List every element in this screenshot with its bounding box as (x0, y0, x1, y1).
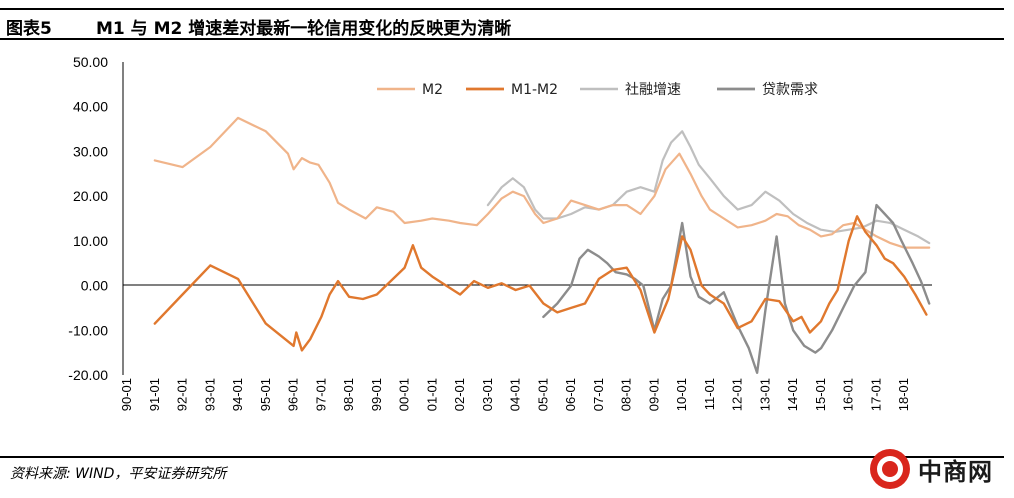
figure-label: 图表5 (6, 19, 52, 39)
x-tick-label: 97-01 (313, 378, 328, 411)
x-tick-label: 93-01 (202, 378, 217, 411)
legend-label: 社融增速 (625, 82, 681, 98)
y-tick-labels: 50.00 40.00 30.00 20.00 10.00 0.00 -10.00 -20.0… (68, 54, 108, 383)
x-tick-label: 05-01 (535, 378, 550, 411)
y-tick-label: 40.00 (73, 99, 108, 115)
watermark: 中商网 (866, 446, 1004, 492)
y-tick-label: -20.00 (68, 367, 108, 383)
series-line-m1-m2 (153, 215, 928, 352)
x-tick-label: 18-01 (896, 378, 911, 411)
x-tick-label: 03-01 (480, 378, 495, 411)
legend: M2 M1-M2 社融增速 贷款需求 (377, 82, 818, 98)
x-tick-label: 01-01 (424, 378, 439, 411)
x-tick-label: 04-01 (508, 378, 523, 411)
x-tick-label: 90-01 (119, 378, 134, 411)
y-tick-label: 0.00 (81, 278, 108, 294)
series-line-loan-demand (542, 203, 931, 374)
y-tick-label: 30.00 (73, 143, 108, 159)
y-tick-label: 50.00 (73, 54, 108, 70)
x-tick-label: 15-01 (813, 378, 828, 411)
x-tick-label: 98-01 (341, 378, 356, 411)
x-tick-label: 09-01 (646, 378, 661, 411)
x-tick-label: 14-01 (785, 378, 800, 411)
watermark-text: 中商网 (918, 458, 993, 486)
x-tick-label: 07-01 (591, 378, 606, 411)
source-note: 资料来源: WIND，平安证券研究所 (10, 466, 227, 482)
x-tick-label: 17-01 (868, 378, 883, 411)
y-tick-label: 20.00 (73, 188, 108, 204)
x-tick-label: 12-01 (730, 378, 745, 411)
x-tick-label: 08-01 (619, 378, 634, 411)
legend-label: M1-M2 (511, 82, 558, 98)
y-tick-label: -10.00 (68, 322, 108, 338)
x-tick-label: 16-01 (841, 378, 856, 411)
line-chart: 50.00 40.00 30.00 20.00 10.00 0.00 -10.00 -20.0… (68, 54, 932, 411)
legend-label: M2 (422, 82, 443, 98)
x-tick-label: 06-01 (563, 378, 578, 411)
x-tick-label: 95-01 (258, 378, 273, 411)
x-tick-label: 99-01 (369, 378, 384, 411)
x-tick-label: 92-01 (175, 378, 190, 411)
x-tick-label: 96-01 (286, 378, 301, 411)
x-tick-label: 91-01 (147, 378, 162, 411)
x-tick-label: 11-01 (702, 378, 717, 410)
x-tick-label: 13-01 (757, 378, 772, 411)
figure-title: M1 与 M2 增速差对最新一轮信用变化的反映更为清晰 (96, 19, 512, 39)
x-tick-label: 00-01 (397, 378, 412, 411)
series-line-m2 (153, 116, 931, 249)
legend-label: 贷款需求 (762, 82, 818, 98)
footer-rule (0, 456, 1004, 458)
figure-header: 图表5 M1 与 M2 增速差对最新一轮信用变化的反映更为清晰 (0, 8, 1004, 40)
x-tick-label: 10-01 (674, 378, 689, 411)
watermark-logo-icon (870, 449, 910, 489)
x-tick-label: 94-01 (230, 378, 245, 411)
series-lines (153, 116, 931, 374)
x-tick-labels: 90-01 91-01 92-01 93-01 94-01 95-01 96-01 97-01… (119, 378, 911, 411)
x-tick-label: 02-01 (452, 378, 467, 411)
y-tick-label: 10.00 (73, 233, 108, 249)
